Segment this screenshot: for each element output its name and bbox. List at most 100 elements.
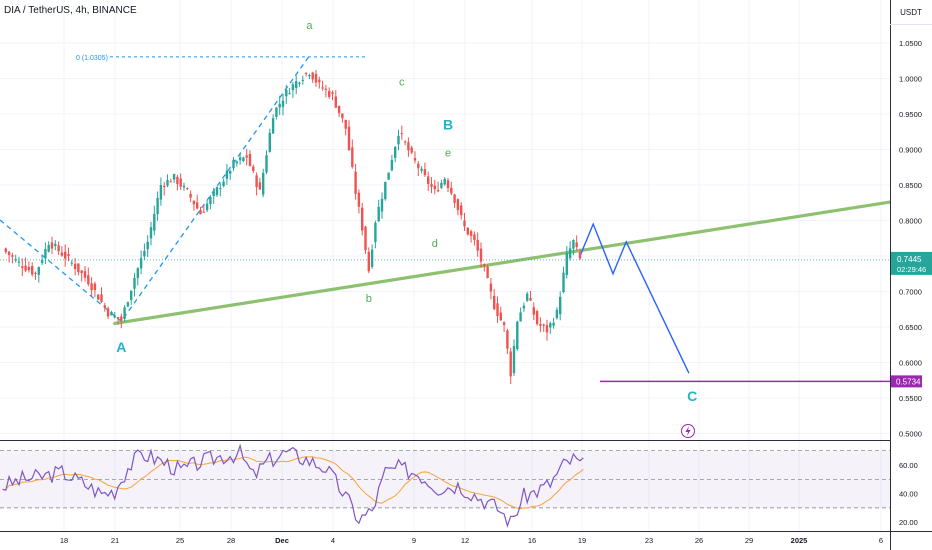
candle-body (506, 330, 509, 349)
candle-body (469, 231, 473, 236)
candle-body (50, 242, 54, 249)
candle-body (172, 173, 176, 180)
support-label: 0.5734 (896, 377, 921, 386)
candle-body (281, 100, 285, 107)
candle-body (502, 322, 506, 326)
candle-body (466, 227, 469, 235)
candle-body (136, 268, 139, 278)
candle-body (351, 147, 354, 167)
candle-body (14, 258, 17, 261)
candle-body (159, 184, 163, 200)
candle-body (308, 74, 311, 77)
wave-label-d: d (432, 238, 438, 250)
candle-body (486, 266, 489, 278)
candle-body (222, 181, 225, 187)
candle-body (311, 72, 314, 80)
candle-body (130, 290, 133, 300)
candle-body (186, 188, 189, 190)
current-price-badge (891, 251, 932, 275)
candle-body (106, 308, 110, 317)
candle-body (11, 255, 14, 257)
candle-body (235, 161, 238, 164)
candle-body (199, 210, 202, 215)
candle-body (483, 264, 486, 267)
candle-body (545, 325, 549, 333)
candle-body (285, 89, 288, 97)
price-tick-label: 0.7000 (899, 288, 922, 297)
time-tick-label: 16 (528, 536, 536, 545)
candle-body (7, 251, 11, 256)
candle-body (298, 82, 301, 84)
candle-body (179, 178, 182, 187)
candle-body (44, 248, 47, 259)
candle-body (252, 166, 255, 172)
candle-body (568, 248, 572, 259)
rsi-line (2, 443, 584, 528)
annotation-labels: Aa b c Bd e C (116, 20, 697, 438)
candle-body (229, 170, 232, 174)
candle-body (291, 84, 295, 91)
candle-body (238, 157, 242, 161)
candle-body (265, 155, 268, 173)
candle-body (403, 141, 407, 143)
support-badge (891, 375, 922, 388)
candle-body (489, 283, 493, 292)
price-axis-bg (890, 0, 932, 550)
candle-body (248, 154, 252, 166)
candle-body (578, 252, 582, 259)
candle-body (205, 203, 209, 211)
wave-label-C: C (687, 388, 697, 404)
time-tick-label: 2025 (791, 536, 808, 545)
candle-body (341, 113, 344, 119)
candle-body (476, 240, 479, 251)
time-tick-label: 25 (176, 536, 184, 545)
wave-label-a: a (306, 20, 313, 32)
currency-label: USDT (900, 8, 922, 17)
time-tick-label: 9 (412, 536, 416, 545)
candle-body (54, 243, 57, 247)
candle-body (90, 283, 93, 291)
current-price-label: 0.7445 (897, 255, 922, 264)
candle-body (390, 160, 394, 171)
candle-body (156, 197, 159, 215)
price-tick-label: 0.6000 (899, 359, 922, 368)
candle-body (433, 185, 436, 190)
candle-body (80, 270, 83, 274)
candle-body (232, 159, 235, 169)
candle-body (149, 227, 153, 239)
candle-body (417, 163, 420, 169)
candle-body (460, 205, 463, 216)
candle-body (225, 170, 229, 179)
candle-body (324, 88, 328, 90)
candle-body (202, 211, 205, 213)
candle-body (443, 179, 446, 185)
candle-body (394, 146, 397, 158)
candle-body (529, 298, 532, 301)
candle-body (143, 251, 146, 257)
candle-body (133, 277, 136, 289)
candle-body (100, 294, 103, 302)
candle-body (397, 135, 400, 145)
candle-body (219, 188, 222, 190)
candle-body (139, 258, 143, 269)
candle-body (357, 192, 361, 207)
candle-body (542, 324, 545, 326)
candle-body (519, 312, 522, 322)
candle-body (522, 305, 526, 309)
time-tick-label: Dec (275, 536, 289, 545)
candle-body (436, 190, 440, 192)
candle-body (288, 93, 291, 95)
candle-body (532, 307, 535, 315)
candle-body (176, 176, 179, 185)
candle-body (255, 175, 258, 188)
candle-body (295, 81, 298, 89)
price-tick-label: 0.9000 (899, 146, 922, 155)
time-tick-label: 12 (461, 536, 469, 545)
time-tick-label: 26 (695, 536, 703, 545)
candle-body (60, 252, 64, 256)
candle-body (110, 312, 113, 316)
time-tick-label: 18 (60, 536, 68, 545)
candle-body (562, 272, 565, 293)
